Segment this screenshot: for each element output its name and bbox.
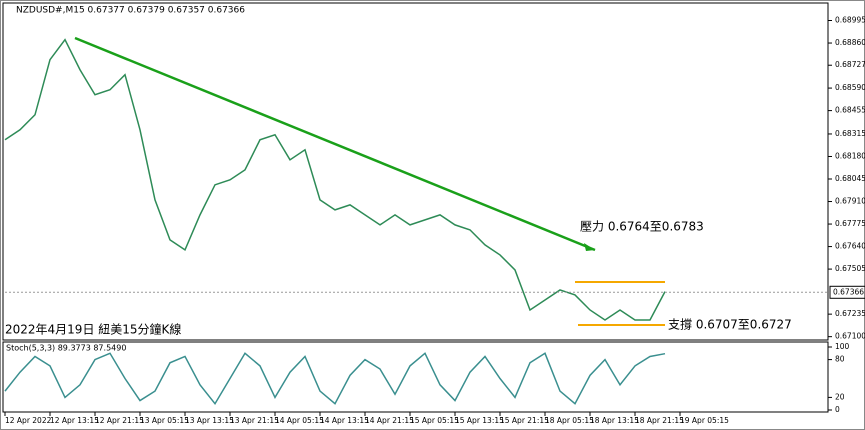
main-pane: [2, 2, 829, 341]
stoch-pane: [2, 341, 829, 413]
y-tick-label: 0.68727: [835, 60, 865, 69]
y-tick-label: 0.67640: [835, 242, 865, 251]
y-tick-label: 0.68860: [835, 38, 865, 47]
trend-line: [74, 36, 596, 252]
x-tick-label: 13 Apr 05:15: [140, 416, 189, 425]
trend-arrow: [584, 243, 595, 251]
y-tick-label: 80: [835, 355, 845, 364]
x-tick-label: 12 Apr 13:15: [50, 416, 99, 425]
y-tick-label: 0: [835, 405, 840, 414]
y-tick-label: 0.68315: [835, 129, 865, 138]
x-tick-label: 13 Apr 13:15: [185, 416, 234, 425]
stoch-title: Stoch(5,3,3) 89.3773 87.5490: [6, 344, 126, 353]
caption: 2022年4月19日 紐美15分鐘K線: [5, 322, 181, 337]
chart-title: NZDUSD#,M15 0.67377 0.67379 0.67357 0.67…: [16, 6, 245, 16]
y-tick-label: 0.67100: [835, 332, 865, 341]
x-tick-label: 19 Apr 05:15: [680, 416, 729, 425]
support-label: 支撐 0.6707至0.6727: [668, 318, 792, 332]
x-tick-label: 13 Apr 21:15: [230, 416, 279, 425]
x-tick-label: 18 Apr 13:15: [590, 416, 639, 425]
y-tick-label: 0.67910: [835, 197, 865, 206]
x-tick-label: 14 Apr 13:15: [320, 416, 369, 425]
x-tick-label: 14 Apr 21:15: [365, 416, 414, 425]
y-tick-label: 0.67775: [835, 219, 865, 228]
x-tick-label: 15 Apr 13:15: [455, 416, 504, 425]
y-tick-label: 0.67505: [835, 264, 865, 273]
y-tick-label: 0.68180: [835, 151, 865, 160]
x-tick-label: 15 Apr 05:15: [410, 416, 459, 425]
x-tick-label: 12 Apr 21:15: [95, 416, 144, 425]
x-tick-label: 14 Apr 05:15: [275, 416, 324, 425]
price-line: [4, 38, 666, 321]
y-tick-label: 0.68590: [835, 83, 865, 92]
last-price-label: 0.67366: [833, 287, 864, 296]
resistance-label: 壓力 0.6764至0.6783: [580, 220, 704, 234]
y-tick-label: 0.68045: [835, 174, 865, 183]
y-tick-label: 0.67235: [835, 309, 865, 318]
price-line: [4, 352, 666, 406]
y-tick-label: 20: [835, 392, 845, 401]
y-tick-label: 0.68995: [835, 16, 865, 25]
y-tick-label: 0.68455: [835, 106, 865, 115]
y-tick-label: 100: [835, 342, 850, 351]
x-tick-label: 15 Apr 21:15: [500, 416, 549, 425]
x-tick-label: 18 Apr 05:15: [545, 416, 594, 425]
last-price-box: [829, 285, 865, 299]
x-tick-label: 18 Apr 21:15: [635, 416, 684, 425]
x-tick-label: 12 Apr 2022: [5, 416, 52, 425]
